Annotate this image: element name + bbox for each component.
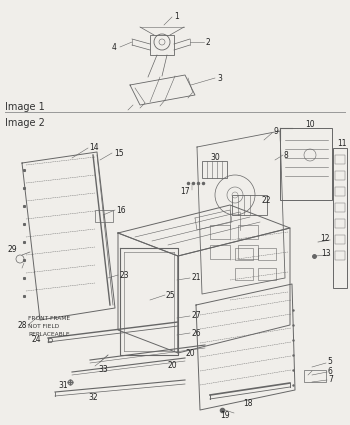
- Text: 18: 18: [243, 399, 252, 408]
- Bar: [258, 268, 276, 280]
- Bar: [235, 268, 253, 280]
- Text: 15: 15: [114, 148, 124, 158]
- Text: 26: 26: [191, 329, 201, 337]
- Text: 12: 12: [320, 233, 329, 243]
- Bar: [95, 210, 113, 222]
- Bar: [210, 225, 230, 239]
- Text: 4: 4: [112, 42, 117, 51]
- Text: 5: 5: [327, 357, 332, 366]
- Text: 32: 32: [88, 394, 98, 402]
- Bar: [304, 370, 326, 382]
- Text: 1: 1: [174, 11, 179, 20]
- Bar: [335, 219, 345, 228]
- Text: FRONT FRAME: FRONT FRAME: [28, 315, 70, 320]
- Text: 8: 8: [284, 150, 289, 159]
- Text: 33: 33: [98, 366, 108, 374]
- Bar: [335, 187, 345, 196]
- Text: 13: 13: [321, 249, 331, 258]
- Bar: [335, 251, 345, 260]
- Bar: [335, 235, 345, 244]
- Text: 28: 28: [18, 321, 28, 331]
- Text: 19: 19: [220, 411, 230, 419]
- Text: Image 1: Image 1: [5, 102, 45, 112]
- Text: 21: 21: [191, 274, 201, 283]
- Text: 29: 29: [8, 244, 18, 253]
- Bar: [335, 155, 345, 164]
- Bar: [238, 245, 258, 259]
- Text: 20: 20: [168, 362, 177, 371]
- Text: 23: 23: [119, 270, 129, 280]
- Bar: [258, 248, 276, 260]
- Bar: [232, 195, 267, 215]
- Text: REPLACEABLE: REPLACEABLE: [28, 332, 70, 337]
- Text: 11: 11: [337, 139, 346, 148]
- Bar: [335, 203, 345, 212]
- Text: 27: 27: [191, 312, 201, 320]
- Bar: [210, 245, 230, 259]
- Text: 2: 2: [206, 37, 211, 46]
- Text: 10: 10: [305, 119, 315, 128]
- Text: 17: 17: [180, 187, 190, 196]
- Text: Image 2: Image 2: [5, 118, 45, 128]
- Bar: [235, 248, 253, 260]
- Text: 31: 31: [58, 382, 68, 391]
- Bar: [335, 171, 345, 180]
- Text: NOT FIELD: NOT FIELD: [28, 323, 59, 329]
- Text: 22: 22: [262, 196, 272, 204]
- Text: 24: 24: [32, 335, 42, 345]
- Bar: [150, 35, 174, 55]
- Text: 16: 16: [116, 206, 126, 215]
- Text: 20: 20: [186, 349, 196, 359]
- Text: 14: 14: [89, 142, 99, 151]
- Bar: [280, 128, 332, 200]
- Text: 6: 6: [328, 366, 333, 376]
- Text: 25: 25: [166, 291, 176, 300]
- Text: 30: 30: [210, 153, 220, 162]
- Text: 9: 9: [273, 128, 278, 136]
- Text: 7: 7: [328, 374, 333, 383]
- Text: 3: 3: [217, 74, 222, 82]
- Bar: [238, 225, 258, 239]
- Bar: [202, 161, 227, 178]
- Bar: [333, 148, 347, 288]
